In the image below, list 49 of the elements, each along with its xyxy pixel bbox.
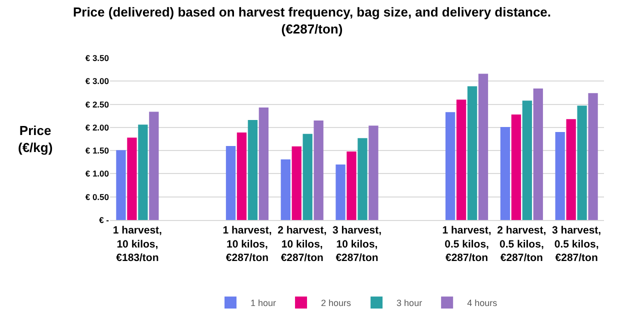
bar	[555, 132, 565, 220]
bar	[138, 124, 148, 220]
legend-label: 1 hour	[250, 298, 276, 308]
bar	[346, 152, 356, 220]
bar	[577, 106, 587, 220]
y-tick-label: € 2.00	[85, 122, 110, 132]
legend-label: 4 hours	[467, 298, 498, 308]
x-tick-label: 1 harvest, 10 kilos, €183/ton	[112, 224, 162, 264]
bar	[127, 138, 137, 220]
x-tick-label: 2 harvest, 10 kilos, €287/ton	[278, 224, 327, 264]
y-tick-label: € 2.50	[85, 99, 110, 110]
bar	[467, 86, 478, 220]
chart-title: Price (delivered) based on harvest frequency, bag size, and delivery distance. (€287/ton)	[72, 4, 552, 36]
bar	[358, 138, 368, 220]
bar	[533, 88, 543, 220]
y-tick-label: € 3.00	[85, 76, 110, 86]
bar	[258, 108, 269, 220]
bar	[566, 119, 576, 220]
bar	[511, 114, 522, 220]
y-tick-label: € 0.50	[85, 192, 110, 202]
x-tick-label: 3 harvest, 0.5 kilos, €287/ton	[552, 224, 602, 264]
bar	[456, 100, 466, 220]
bar	[116, 150, 126, 220]
bar	[149, 112, 159, 220]
bar	[478, 74, 488, 220]
bar	[500, 126, 510, 220]
legend-label: 2 hours	[321, 298, 352, 308]
bar	[445, 112, 456, 220]
x-tick-label: 2 harvest, 0.5 kilos, €287/ton	[497, 224, 546, 264]
y-tick-label: € -	[99, 214, 110, 225]
bar	[588, 93, 598, 220]
x-tick-label: 3 harvest, 10 kilos, €287/ton	[332, 224, 382, 264]
bar	[368, 126, 378, 220]
bar	[292, 146, 302, 220]
y-tick-label: € 3.50	[85, 52, 110, 63]
y-tick-label: € 1.50	[85, 146, 110, 156]
y-tick-label: € 1.00	[85, 168, 110, 179]
bar	[280, 159, 290, 220]
bar	[522, 100, 532, 220]
bar	[302, 134, 312, 220]
bar	[314, 120, 324, 220]
x-tick-label: 1 harvest, 0.5 kilos, €287/ton	[442, 224, 492, 264]
bar	[248, 120, 258, 220]
bar	[226, 146, 236, 220]
bar	[236, 132, 247, 220]
x-tick-label: 1 harvest, 10 kilos, €287/ton	[222, 224, 272, 264]
legend-label: 3 hour	[396, 298, 422, 308]
bar	[336, 164, 346, 220]
y-axis-title: Price (€/kg)	[18, 123, 53, 155]
